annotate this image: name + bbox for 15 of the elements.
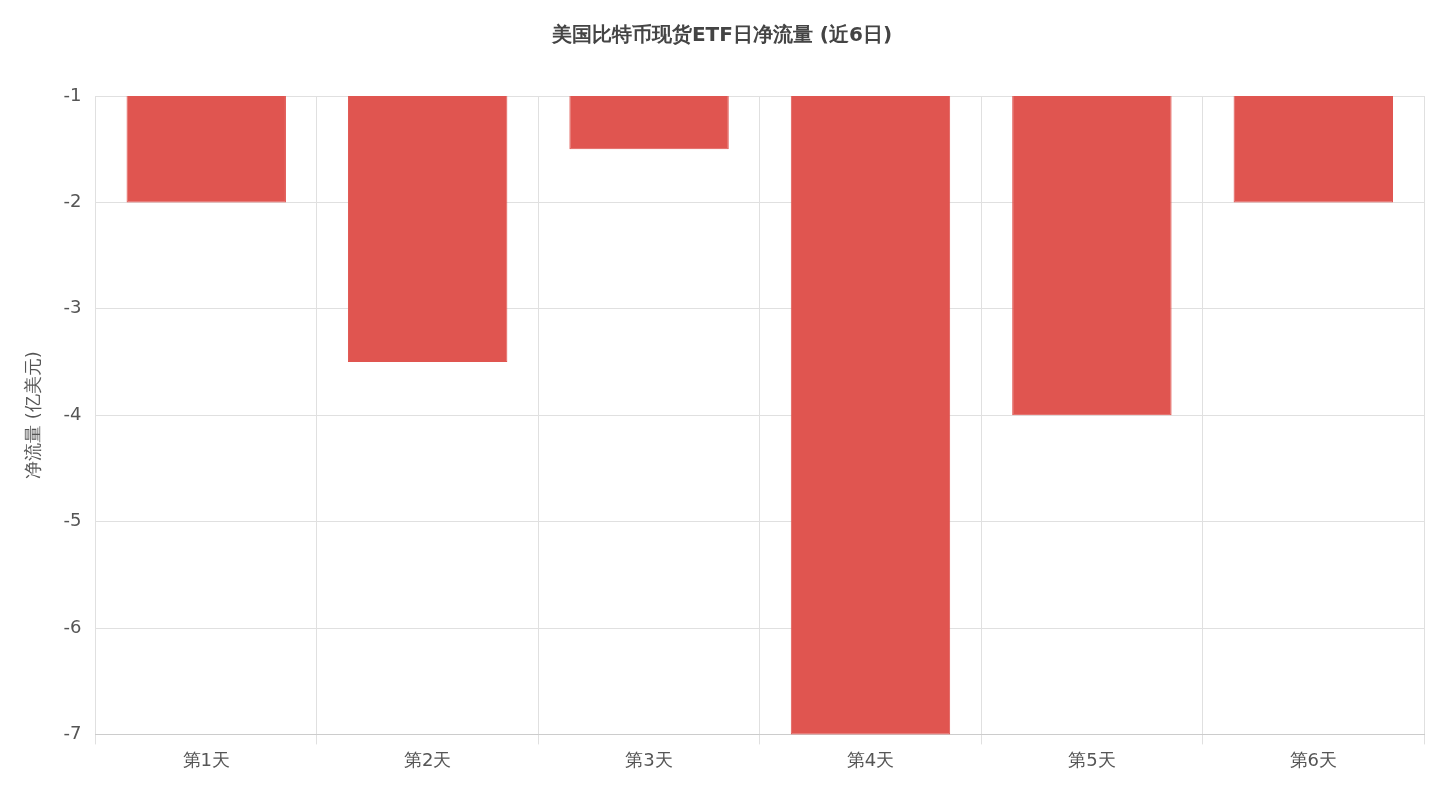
y-tick-label: -2 <box>63 190 82 212</box>
y-axis-title: 净流量 (亿美元) <box>22 351 44 480</box>
chart-title: 美国比特币现货ETF日净流量 (近6日) <box>550 22 893 47</box>
x-tick-label: 第6天 <box>1289 748 1338 770</box>
y-tick-label: -5 <box>63 509 82 531</box>
y-tick-label: -6 <box>63 615 82 637</box>
x-tick-label: 第1天 <box>182 748 230 770</box>
y-tick-label: -1 <box>63 83 82 105</box>
x-tick-label: 第4天 <box>846 748 895 770</box>
x-tick-label: 第5天 <box>1068 748 1116 770</box>
y-tick-label: -7 <box>63 722 82 744</box>
x-tick-label: 第3天 <box>625 748 673 770</box>
y-tick-label: -3 <box>63 296 82 318</box>
x-tick-label: 第2天 <box>403 748 452 770</box>
y-tick-label: -4 <box>63 402 82 424</box>
